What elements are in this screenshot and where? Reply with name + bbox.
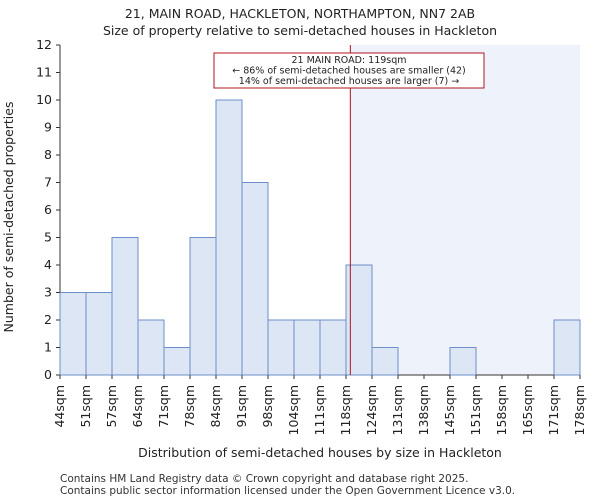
- x-tick-label: 84sqm: [208, 385, 223, 428]
- bar-84sqm: [215, 99, 243, 376]
- x-tick-label: 44sqm: [52, 385, 67, 428]
- x-tick-label: 98sqm: [260, 385, 275, 428]
- x-tick-label: 64sqm: [130, 385, 145, 428]
- y-tick-label: 7: [44, 175, 52, 190]
- x-tick-label: 165sqm: [520, 385, 535, 435]
- x-tick-label: 145sqm: [442, 385, 457, 435]
- bar-71sqm: [163, 347, 191, 376]
- y-tick-label: 0: [44, 367, 52, 382]
- x-tick-label: 111sqm: [312, 385, 327, 435]
- y-tick-label: 3: [44, 285, 52, 300]
- x-tick-label: 178sqm: [572, 385, 587, 435]
- bar-104sqm: [293, 319, 321, 376]
- footer-line-2: Contains public sector information licen…: [60, 485, 516, 497]
- x-tick-label: 104sqm: [286, 385, 301, 435]
- x-tick-label: 78sqm: [182, 385, 197, 428]
- y-tick-label: 5: [44, 230, 52, 245]
- x-tick-label: 91sqm: [234, 385, 249, 428]
- y-tick-label: 8: [44, 147, 52, 162]
- x-tick-label: 151sqm: [468, 385, 483, 435]
- x-tick-label: 138sqm: [416, 385, 431, 435]
- bar-145sqm: [449, 347, 477, 376]
- bar-64sqm: [137, 319, 165, 376]
- annotation-line-3: 14% of semi-detached houses are larger (…: [239, 76, 459, 87]
- bar-78sqm: [189, 237, 217, 376]
- x-tick-label: 124sqm: [364, 385, 379, 435]
- annotation-box: [213, 52, 485, 89]
- bar-111sqm: [319, 319, 347, 376]
- x-tick-label: 57sqm: [104, 385, 119, 428]
- larger-region-shade: [350, 45, 580, 375]
- y-tick-label: 1: [44, 340, 52, 355]
- x-axis-label: Distribution of semi-detached houses by …: [138, 445, 502, 460]
- x-tick-label: 158sqm: [494, 385, 509, 435]
- x-tick-label: 171sqm: [546, 385, 561, 435]
- bar-91sqm: [241, 182, 269, 376]
- y-tick-label: 6: [44, 202, 52, 217]
- annotation-line-2: ← 86% of semi-detached houses are smalle…: [232, 66, 466, 77]
- chart-subtitle: Size of property relative to semi-detach…: [102, 23, 498, 38]
- x-tick-label: 51sqm: [78, 385, 93, 428]
- bar-124sqm: [371, 347, 399, 376]
- y-tick-label: 2: [44, 312, 52, 327]
- x-tick-label: 71sqm: [156, 385, 171, 428]
- y-tick-label: 4: [44, 257, 52, 272]
- bar-44sqm: [59, 292, 87, 376]
- bar-98sqm: [267, 319, 295, 376]
- annotation-line-1: 21 MAIN ROAD: 119sqm: [291, 55, 406, 66]
- y-tick-label: 10: [36, 92, 52, 107]
- y-axis-label: Number of semi-detached properties: [1, 102, 16, 333]
- y-tick-label: 9: [44, 120, 52, 135]
- bar-171sqm: [553, 319, 581, 376]
- bar-51sqm: [85, 292, 113, 376]
- x-tick-label: 118sqm: [338, 385, 353, 435]
- x-tick-label: 131sqm: [390, 385, 405, 435]
- y-tick-label: 12: [36, 37, 52, 52]
- y-tick-label: 11: [36, 65, 52, 80]
- footer-line-1: Contains HM Land Registry data © Crown c…: [60, 473, 469, 485]
- chart-title: 21, MAIN ROAD, HACKLETON, NORTHAMPTON, N…: [124, 6, 476, 21]
- bar-57sqm: [111, 237, 139, 376]
